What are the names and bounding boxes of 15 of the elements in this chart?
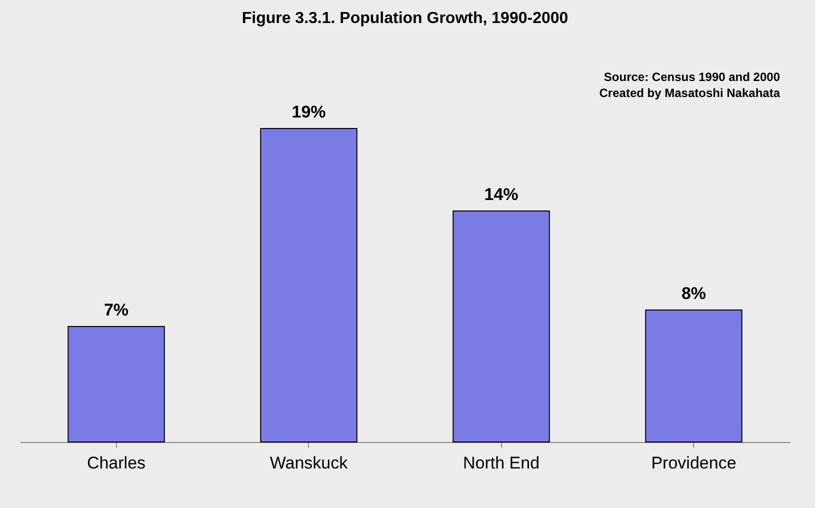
data-label: 19% [292,102,326,122]
x-tick-label: North End [462,454,540,472]
bar [68,326,165,442]
x-tick-label: Charles [86,454,146,472]
chart-title: Figure 3.3.1. Population Growth, 1990-2000 [242,10,568,27]
data-label: 7% [104,300,129,320]
source-note: Source: Census 1990 and 2000 [604,70,780,84]
data-label: 8% [681,284,706,303]
bar [260,128,358,442]
x-tick-label: Providence [651,454,736,472]
data-label: 14% [484,185,518,204]
x-tick-label: Wanskuck [270,454,348,472]
bar [645,310,742,442]
bar [452,210,550,442]
text: Created by Masatoshi Nakahata [599,86,780,100]
